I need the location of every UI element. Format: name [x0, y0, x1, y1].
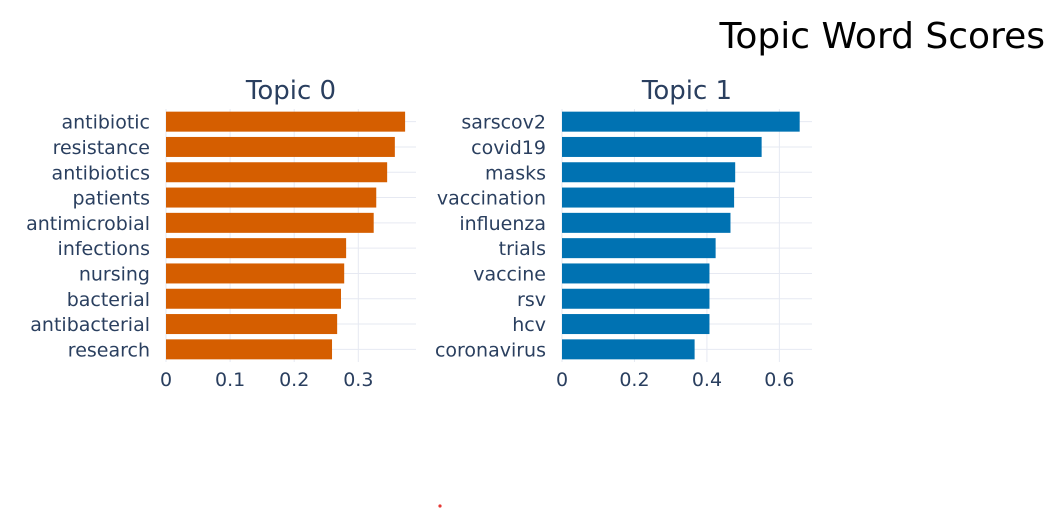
topic-1-bar-sarscov2[interactable] [562, 111, 800, 132]
topic-1-x-tick-label: 0 [556, 369, 568, 391]
topic-0-bar-bacterial[interactable] [166, 288, 341, 309]
topic-0-category-label: bacterial [67, 289, 150, 311]
topic-1-bar-trials[interactable] [562, 238, 716, 259]
topic-0-bar-antibiotics[interactable] [166, 162, 388, 183]
topic-1-panel: Topic 1 0 0.2 0.4 0.6 sarscov2 covid19 masks vac… [435, 76, 812, 391]
topic-0-category-label: antimicrobial [26, 213, 150, 235]
stray-marker-dot [438, 504, 442, 508]
topic-0-category-label: infections [58, 238, 150, 260]
topic-0-bar-patients[interactable] [166, 187, 377, 208]
topic-0-bar-antibacterial[interactable] [166, 314, 338, 335]
topic-0-bar-antibiotic[interactable] [166, 111, 406, 132]
topic-0-category-label: antibacterial [30, 314, 150, 336]
topic-0-bar-infections[interactable] [166, 238, 347, 259]
topic-1-category-label: coronavirus [435, 339, 546, 361]
topic-0-category-label: antibiotics [52, 162, 150, 184]
topic-1-category-label: masks [485, 162, 546, 184]
topic-0-x-tick-label: 0.3 [343, 369, 373, 391]
topic-1-category-label: hcv [512, 314, 546, 336]
topic-0-panel: Topic 0 0 0.1 0.2 0.3 antibiotic resistance ant… [26, 76, 416, 391]
topic-1-x-tick-label: 0.6 [764, 369, 794, 391]
topic-0-x-tick-label: 0.1 [215, 369, 245, 391]
topic-0-category-label: antibiotic [61, 112, 150, 134]
topic-1-bar-vaccine[interactable] [562, 263, 710, 284]
topic-0-category-label: patients [72, 188, 150, 210]
topic-1-category-label: influenza [459, 213, 546, 235]
topic-0-bar-research[interactable] [166, 339, 333, 360]
topic-0-x-tick-label: 0 [160, 369, 172, 391]
topic-1-bar-hcv[interactable] [562, 314, 710, 335]
topic-0-category-label: resistance [53, 137, 150, 159]
topic-1-title: Topic 1 [641, 76, 732, 106]
topic-1-category-label: rsv [517, 289, 546, 311]
topic-0-category-label: nursing [79, 263, 150, 285]
topic-1-bar-rsv[interactable] [562, 288, 710, 309]
topic-1-bar-covid19[interactable] [562, 136, 762, 157]
topic-0-bar-resistance[interactable] [166, 136, 395, 157]
topic-0-x-tick-label: 0.2 [279, 369, 309, 391]
topic-1-category-label: sarscov2 [461, 112, 546, 134]
topic-0-bar-nursing[interactable] [166, 263, 345, 284]
topic-0-bar-antimicrobial[interactable] [166, 212, 374, 233]
topic-1-bar-influenza[interactable] [562, 212, 731, 233]
topic-1-bar-masks[interactable] [562, 162, 736, 183]
topic-0-category-label: research [68, 339, 150, 361]
topic-1-x-tick-label: 0.2 [619, 369, 649, 391]
topic-1-category-label: covid19 [471, 137, 546, 159]
topic-1-category-label: vaccine [473, 263, 546, 285]
topic-1-x-tick-label: 0.4 [692, 369, 722, 391]
topic-1-category-label: trials [499, 238, 546, 260]
topic-0-title: Topic 0 [245, 76, 336, 106]
topic-1-bar-vaccination[interactable] [562, 187, 735, 208]
topic-1-category-label: vaccination [437, 188, 546, 210]
topic-1-bar-coronavirus[interactable] [562, 339, 695, 360]
chart-title: Topic Word Scores [718, 16, 1045, 57]
